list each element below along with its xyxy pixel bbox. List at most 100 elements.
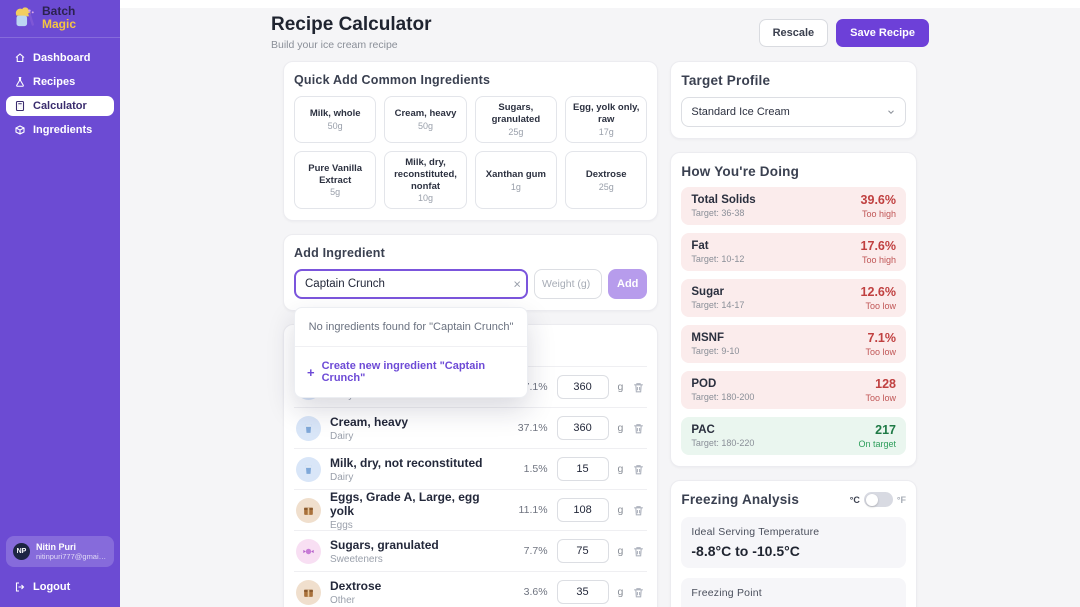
sidebar-item-recipes[interactable]: Recipes <box>6 72 114 92</box>
package-icon <box>296 497 321 523</box>
unit-label: g <box>617 463 624 476</box>
metric-name: Sugar <box>691 286 724 298</box>
create-ingredient-option[interactable]: + Create new ingredient "Captain Crunch" <box>295 347 527 397</box>
logout-button[interactable]: Logout <box>0 575 120 607</box>
ingredient-category: Eggs <box>330 519 353 531</box>
metric-msnf: MSNF Target: 9-10 7.1% Too low <box>681 325 906 363</box>
fahrenheit-label: °F <box>896 494 906 505</box>
weight-input[interactable] <box>556 580 609 605</box>
logout-icon <box>14 581 26 593</box>
avatar: NP <box>13 543 30 560</box>
user-profile-card[interactable]: NP Nitin Puri nitinpuri777@gmail.com <box>6 536 114 567</box>
app-logo: Batch Magic <box>0 0 120 39</box>
freezing-analysis-card: Freezing Analysis °C °F Ideal Serving Te… <box>670 480 917 607</box>
weight-input[interactable] <box>556 457 609 482</box>
user-email: nitinpuri777@gmail.com <box>36 552 107 561</box>
page-title: Recipe Calculator <box>271 14 432 35</box>
save-recipe-button[interactable]: Save Recipe <box>836 18 929 47</box>
target-profile-title: Target Profile <box>681 73 771 88</box>
metric-value: 39.6% <box>860 193 896 207</box>
weight-input[interactable] <box>556 375 609 400</box>
delete-ingredient-button[interactable] <box>632 586 645 599</box>
metric-name: POD <box>691 378 717 390</box>
ingredient-name: Sugars, granulated <box>330 537 439 552</box>
celsius-label: °C <box>849 494 860 505</box>
sidebar-item-calculator[interactable]: Calculator <box>6 96 114 117</box>
quick-add-chip[interactable]: Xanthan gum 1g <box>474 150 558 210</box>
ingredient-percent: 37.1% <box>517 422 548 435</box>
ingredient-percent: 11.1% <box>518 504 548 517</box>
add-ingredient-card: Add Ingredient × Add No ingredients foun… <box>283 234 659 399</box>
quick-add-chip[interactable]: Dextrose 25g <box>565 150 648 210</box>
delete-ingredient-button[interactable] <box>632 504 645 517</box>
delete-ingredient-button[interactable] <box>632 463 645 476</box>
weight-input[interactable] <box>556 498 609 523</box>
chip-amount: 17g <box>598 126 614 137</box>
metric-status: Too low <box>865 347 896 357</box>
quick-add-chip[interactable]: Pure Vanilla Extract 5g <box>294 150 377 210</box>
quick-add-chip[interactable]: Cream, heavy 50g <box>384 96 467 143</box>
add-ingredient-title: Add Ingredient <box>294 246 385 261</box>
metric-value: 17.6% <box>860 239 896 253</box>
delete-ingredient-button[interactable] <box>632 422 645 435</box>
metrics-card: How You're Doing Total Solids Target: 36-… <box>670 152 917 467</box>
sidebar: Batch Magic Dashboard Recipes Calculator… <box>0 0 120 607</box>
chip-amount: 50g <box>418 120 434 131</box>
add-ingredient-button[interactable]: Add <box>608 269 648 300</box>
no-results-message: No ingredients found for "Captain Crunch… <box>295 308 527 348</box>
unit-label: g <box>617 422 624 435</box>
unit-label: g <box>617 381 624 394</box>
quick-add-chip[interactable]: Egg, yolk only, raw 17g <box>565 96 648 143</box>
box-icon <box>14 124 26 136</box>
clear-search-icon[interactable]: × <box>513 276 521 292</box>
create-ingredient-label: Create new ingredient "Captain Crunch" <box>321 360 486 385</box>
metric-status: Too high <box>861 255 896 265</box>
delete-ingredient-button[interactable] <box>632 545 645 558</box>
metric-target: Target: 14-17 <box>691 300 745 310</box>
metric-pod: POD Target: 180-200 128 Too low <box>681 371 906 409</box>
home-icon <box>14 52 26 64</box>
target-profile-select[interactable]: Standard Ice Cream <box>681 97 906 127</box>
ingredient-percent: 7.7% <box>523 545 548 558</box>
freezing-analysis-title: Freezing Analysis <box>681 492 800 507</box>
quick-add-chip[interactable]: Sugars, granulated 25g <box>474 96 558 143</box>
metric-pac: PAC Target: 180-220 217 On target <box>681 417 906 455</box>
chip-amount: 5g <box>330 187 341 198</box>
weight-input[interactable] <box>534 269 602 300</box>
delete-ingredient-button[interactable] <box>632 381 645 394</box>
chip-amount: 50g <box>327 120 343 131</box>
metric-status: On target <box>858 439 896 449</box>
chip-amount: 25g <box>598 181 614 192</box>
metric-status: Too high <box>861 209 896 219</box>
weight-input[interactable] <box>556 416 609 441</box>
sidebar-item-dashboard[interactable]: Dashboard <box>6 48 114 68</box>
main-content: Recipe Calculator Build your ice cream r… <box>120 0 1080 607</box>
unit-label: g <box>617 586 624 599</box>
quick-add-chip[interactable]: Milk, whole 50g <box>294 96 377 143</box>
quick-add-chip[interactable]: Milk, dry, reconstituted, nonfat 10g <box>384 150 467 210</box>
rescale-button[interactable]: Rescale <box>758 18 829 47</box>
chip-name: Dextrose <box>585 168 627 180</box>
sidebar-item-label: Recipes <box>33 76 76 89</box>
metric-name: Total Solids <box>691 194 756 206</box>
unit-label: g <box>617 504 624 517</box>
unit-toggle[interactable] <box>863 492 893 507</box>
metric-total-solids: Total Solids Target: 36-38 39.6% Too high <box>681 187 906 225</box>
sidebar-item-ingredients[interactable]: Ingredients <box>6 120 114 140</box>
ice-cream-logo-icon <box>10 5 36 31</box>
metric-value: 7.1% <box>867 331 897 345</box>
metrics-title: How You're Doing <box>681 164 800 179</box>
metric-sugar: Sugar Target: 14-17 12.6% Too low <box>681 279 906 317</box>
chip-name: Cream, heavy <box>394 107 457 119</box>
freezing-point-label: Freezing Point <box>691 587 762 599</box>
milk-icon <box>296 415 321 441</box>
ingredient-search-input[interactable] <box>294 269 528 300</box>
quick-add-card: Quick Add Common Ingredients Milk, whole… <box>283 61 659 222</box>
sidebar-item-label: Dashboard <box>33 52 91 65</box>
metric-name: MSNF <box>691 332 724 344</box>
serving-temperature-label: Ideal Serving Temperature <box>691 526 820 538</box>
weight-input[interactable] <box>556 539 609 564</box>
chip-amount: 1g <box>510 181 521 192</box>
